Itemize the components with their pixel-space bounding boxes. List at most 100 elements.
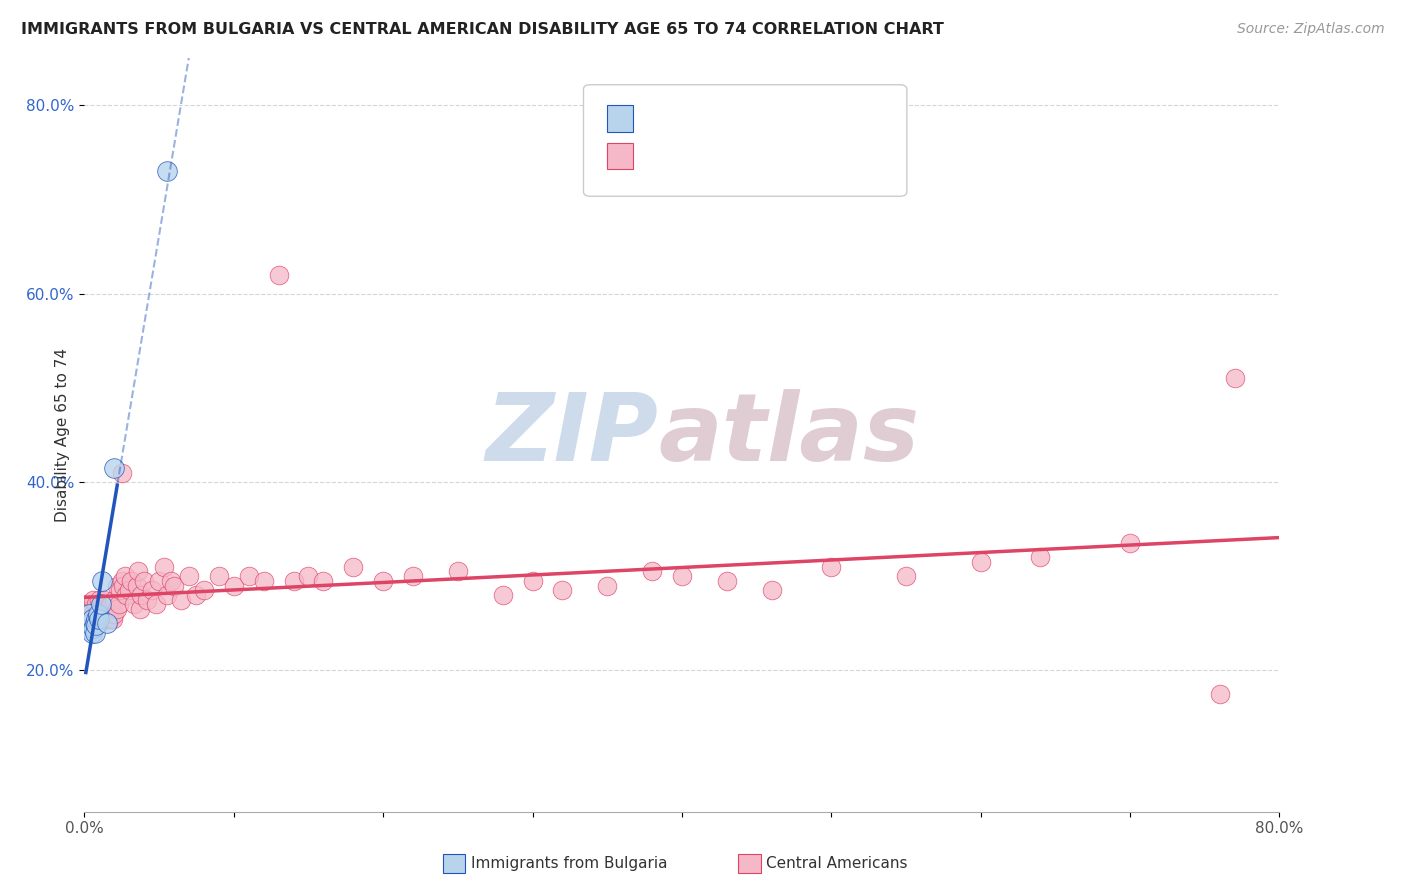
Text: N =: N = bbox=[752, 147, 789, 165]
Point bbox=[100, 598, 122, 612]
Point bbox=[894, 569, 917, 583]
Point bbox=[492, 588, 515, 602]
Point bbox=[163, 578, 186, 592]
Point bbox=[101, 611, 124, 625]
Point bbox=[77, 602, 100, 616]
Point bbox=[83, 625, 105, 640]
Point bbox=[97, 611, 120, 625]
Point bbox=[1209, 687, 1232, 701]
Point bbox=[120, 574, 142, 588]
Point bbox=[105, 578, 128, 592]
Point bbox=[76, 616, 98, 631]
Point bbox=[96, 598, 118, 612]
Point bbox=[94, 602, 117, 616]
Point bbox=[79, 598, 101, 612]
Text: 92: 92 bbox=[792, 147, 817, 165]
Point bbox=[82, 592, 104, 607]
Point bbox=[91, 574, 114, 588]
Point bbox=[312, 574, 335, 588]
Text: atlas: atlas bbox=[658, 389, 920, 481]
Point bbox=[152, 559, 174, 574]
Point bbox=[761, 583, 783, 598]
Point bbox=[91, 598, 114, 612]
Point bbox=[79, 607, 101, 621]
Point bbox=[83, 616, 105, 631]
Point bbox=[87, 602, 110, 616]
Point bbox=[112, 578, 135, 592]
Point bbox=[208, 569, 231, 583]
Point bbox=[89, 616, 111, 631]
Text: N =: N = bbox=[752, 110, 789, 128]
Point bbox=[87, 611, 110, 625]
Point bbox=[79, 621, 101, 635]
Point bbox=[103, 460, 125, 475]
Point bbox=[160, 574, 183, 588]
Point bbox=[110, 583, 132, 598]
Point bbox=[89, 592, 111, 607]
Point bbox=[820, 559, 842, 574]
Point bbox=[97, 602, 120, 616]
Y-axis label: Disability Age 65 to 74: Disability Age 65 to 74 bbox=[55, 348, 70, 522]
Point bbox=[671, 569, 693, 583]
Point bbox=[86, 611, 108, 625]
Point bbox=[170, 592, 193, 607]
Point bbox=[90, 602, 112, 616]
Text: R =: R = bbox=[647, 110, 683, 128]
Point bbox=[522, 574, 544, 588]
Point bbox=[128, 602, 150, 616]
Point bbox=[98, 598, 121, 612]
Point bbox=[114, 569, 136, 583]
Text: Immigrants from Bulgaria: Immigrants from Bulgaria bbox=[471, 856, 668, 871]
Point bbox=[596, 578, 619, 592]
Point bbox=[148, 574, 170, 588]
Point bbox=[125, 578, 148, 592]
Point bbox=[89, 611, 111, 625]
Point bbox=[132, 574, 156, 588]
Point bbox=[96, 616, 118, 631]
Point bbox=[1223, 371, 1246, 385]
Point bbox=[238, 569, 260, 583]
Point bbox=[267, 268, 290, 282]
Point bbox=[118, 583, 141, 598]
Point bbox=[83, 602, 105, 616]
Point bbox=[90, 607, 112, 621]
Point bbox=[87, 607, 110, 621]
Point bbox=[111, 466, 134, 480]
Point bbox=[82, 607, 104, 621]
Point bbox=[91, 611, 114, 625]
Point bbox=[105, 602, 128, 616]
Point bbox=[77, 607, 100, 621]
Point bbox=[551, 583, 574, 598]
Point bbox=[122, 598, 145, 612]
Point bbox=[129, 588, 152, 602]
Point bbox=[373, 574, 395, 588]
Point bbox=[1029, 550, 1052, 565]
Text: ZIP: ZIP bbox=[485, 389, 658, 481]
Point bbox=[127, 565, 149, 579]
Point bbox=[155, 588, 177, 602]
Point bbox=[82, 621, 104, 635]
Text: 0.307: 0.307 bbox=[689, 147, 745, 165]
Point bbox=[107, 598, 129, 612]
Point bbox=[80, 602, 103, 616]
Point bbox=[402, 569, 425, 583]
Point bbox=[83, 611, 105, 625]
Point bbox=[87, 608, 110, 623]
Point bbox=[77, 611, 100, 625]
Point bbox=[90, 598, 112, 612]
Point bbox=[80, 611, 103, 625]
Point bbox=[86, 598, 108, 612]
Point bbox=[111, 574, 134, 588]
Text: 0.526: 0.526 bbox=[689, 110, 745, 128]
Point bbox=[136, 592, 159, 607]
Point bbox=[103, 592, 125, 607]
Text: R =: R = bbox=[647, 147, 683, 165]
Point bbox=[447, 565, 470, 579]
Point bbox=[970, 555, 993, 569]
Point bbox=[193, 583, 215, 598]
Point bbox=[641, 565, 664, 579]
Point bbox=[93, 607, 115, 621]
Point bbox=[145, 598, 167, 612]
Text: 19: 19 bbox=[792, 110, 817, 128]
Point bbox=[716, 574, 738, 588]
